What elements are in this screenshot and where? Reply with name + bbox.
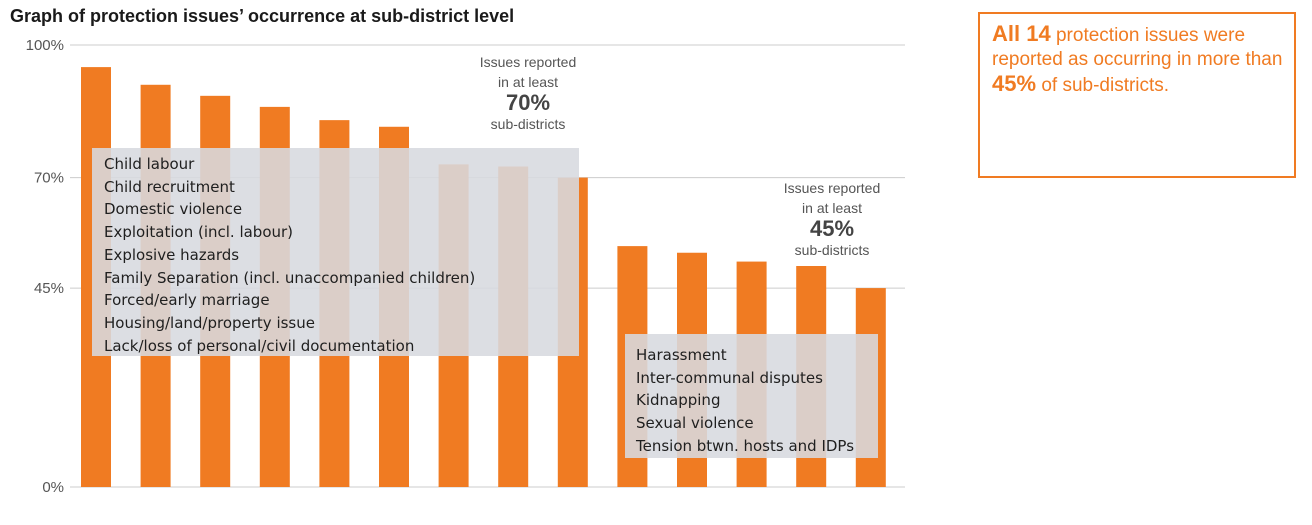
callout-45-line3: sub-districts <box>794 242 870 258</box>
legend-item: Tension btwn. hosts and IDPs <box>636 436 855 455</box>
summary-box: All 14 protection issues were reported a… <box>978 12 1296 178</box>
callout-45-pct: 45% <box>809 216 855 241</box>
callout-70-line1: Issues reported <box>479 54 577 70</box>
summary-text-2: of sub-districts. <box>1036 75 1170 96</box>
legend-item: Harassment <box>636 346 727 364</box>
callout-70-line3: sub-districts <box>490 116 566 132</box>
y-tick-label: 70% <box>34 170 64 187</box>
legend-item: Domestic violence <box>104 200 243 219</box>
legend-item: Child recruitment <box>104 177 235 196</box>
legend-item: Explosive hazards <box>104 245 240 264</box>
legend-box-70: Child labour Child recruitment Domestic vi… <box>92 148 579 356</box>
summary-text-1: protection issues were reported as occur… <box>992 25 1283 70</box>
legend-item: Inter-communal disputes <box>636 368 823 387</box>
legend-item: Lack/loss of personal/civil documentatio… <box>104 336 415 355</box>
chart-title: Graph of protection issues’ occurrence a… <box>10 6 515 26</box>
legend-item: Forced/early marriage <box>104 291 270 310</box>
summary-pct: 45% <box>992 71 1037 96</box>
legend-item: Exploitation (incl. labour) <box>104 223 294 242</box>
callout-70-pct: 70% <box>505 90 551 115</box>
legend-item: Housing/land/property issue <box>104 313 315 332</box>
summary-count: All 14 <box>992 21 1051 46</box>
callout-45-line2: in at least <box>802 200 862 216</box>
legend-item: Sexual violence <box>636 414 754 433</box>
y-tick-label: 0% <box>42 479 64 496</box>
legend-item: Child labour <box>104 155 195 173</box>
y-tick-label: 100% <box>26 37 64 54</box>
callout-45-line1: Issues reported <box>783 180 881 196</box>
y-tick-label: 45% <box>34 280 64 297</box>
callout-70-line2: in at least <box>498 74 558 90</box>
legend-item: Kidnapping <box>636 391 721 410</box>
callout-70: Issues reported in at least 70% sub-dist… <box>448 52 608 134</box>
legend-item: Family Separation (incl. unaccompanied c… <box>104 268 476 287</box>
callout-45: Issues reported in at least 45% sub-dist… <box>752 178 912 260</box>
legend-box-45: Harassment Inter-communal disputes Kidnapp… <box>625 334 878 458</box>
